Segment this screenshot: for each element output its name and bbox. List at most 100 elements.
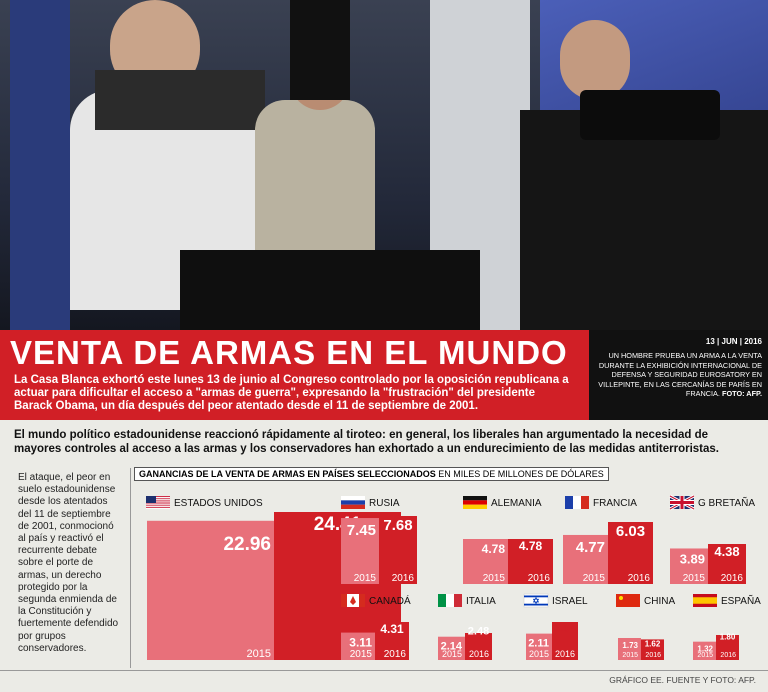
value-label-2015: 4.77: [576, 539, 605, 556]
year-label-2015: 2015: [247, 648, 271, 660]
value-label-2016: 4.78: [519, 539, 543, 553]
headline-summary: La Casa Blanca exhortó este lunes 13 de …: [14, 374, 569, 412]
fr-flag-icon-part: [581, 496, 589, 509]
year-label-2016: 2016: [392, 573, 415, 584]
headline-panel: VENTA DE ARMAS EN EL MUNDO La Casa Blanc…: [0, 330, 589, 420]
bar-2015: [670, 548, 708, 584]
country-label: ESTADOS UNIDOS: [174, 498, 263, 509]
il-flag-icon: [523, 593, 549, 608]
value-label-2016: 7.68: [383, 517, 412, 534]
value-label-2016: 1.62: [645, 639, 661, 648]
year-label-2015: 2015: [683, 573, 706, 584]
year-label-2015: 2015: [622, 652, 638, 659]
us-flag-icon-part: [146, 497, 170, 499]
bar-2015: [341, 632, 375, 660]
column-divider: [130, 468, 131, 668]
country-label: CHINA: [644, 596, 675, 607]
it-flag-icon-part: [454, 594, 462, 607]
de-flag-icon-part: [463, 496, 487, 501]
ca-flag-icon-part: [350, 596, 356, 605]
ru-flag-icon: [341, 496, 365, 509]
hero-photo: [0, 0, 768, 330]
bar-2016: [465, 633, 492, 660]
bar-2016: [375, 622, 409, 660]
year-label-2016: 2016: [528, 573, 551, 584]
caption-date: 13 | JUN | 2016: [705, 337, 762, 346]
fr-flag-icon: [565, 496, 589, 509]
footer-credit: GRÁFICO EE. FUENTE Y FOTO: AFP.: [609, 675, 756, 685]
ru-flag-icon-part: [341, 496, 365, 501]
us-flag-icon-part: [146, 507, 170, 509]
value-label-2016: 4.31: [380, 622, 404, 636]
year-label-2016: 2016: [720, 652, 736, 659]
bar-2015: [147, 520, 274, 660]
value-label-2015: 7.45: [347, 522, 376, 539]
chart-unit: EN MILES DE MILLONES DE DÓLARES: [438, 469, 604, 479]
es-flag-icon: [693, 594, 717, 607]
caption-body: UN HOMBRE PRUEBA UN ARMA A LA VENTA DURA…: [598, 351, 762, 399]
sidebar-text: El ataque, el peor en suelo estadouniden…: [18, 472, 119, 654]
page-title: VENTA DE ARMAS EN EL MUNDO: [10, 334, 568, 371]
us-flag-icon-part: [146, 498, 170, 500]
il-flag-icon-part: [524, 595, 548, 598]
year-label-2015: 2015: [442, 649, 462, 659]
il-flag-icon-part: [524, 603, 548, 606]
bar-2015: [618, 638, 641, 660]
caption-credit: FOTO: AFP.: [721, 389, 762, 399]
value-label-2015: 2.11: [528, 638, 549, 650]
year-label-2015: 2015: [483, 573, 506, 584]
bar-2015: [693, 641, 716, 660]
us-flag-icon-part: [146, 505, 170, 507]
chart-title-box: GANANCIAS DE LA VENTA DE ARMAS EN PAÍSES…: [134, 467, 609, 481]
bar-2016: [716, 635, 739, 660]
ru-flag-icon-part: [341, 500, 365, 505]
year-label-2015: 2015: [697, 652, 713, 659]
cn-flag-icon-part: [619, 596, 623, 600]
value-label-2015: 4.78: [482, 542, 506, 556]
photo-caption: 13 | JUN | 2016 UN HOMBRE PRUEBA UN ARMA…: [589, 330, 768, 420]
country-label: ESPAÑA: [721, 594, 761, 607]
bar-2016: [641, 639, 664, 660]
bar-2015: [563, 534, 608, 584]
bar-2016: [508, 539, 553, 584]
value-label-2015: 1.32: [697, 645, 713, 654]
us-flag-icon-part: [146, 508, 170, 509]
country-label: G BRETAÑA: [698, 496, 755, 509]
value-label-2015: 2.14: [441, 641, 463, 653]
ca-flag-icon-part: [341, 594, 347, 607]
de-flag-icon-part: [463, 504, 487, 509]
ca-flag-icon-part: [359, 594, 365, 607]
country-label: RUSIA: [369, 498, 400, 509]
cn-flag-icon-part: [616, 594, 640, 607]
country-label: CANADÁ: [369, 594, 411, 607]
country-label: FRANCIA: [593, 498, 637, 509]
it-flag-icon-part: [446, 594, 454, 607]
value-label-2015: 3.89: [680, 551, 705, 566]
us-flag-icon-part: [146, 501, 170, 503]
de-flag-icon-part: [463, 500, 487, 505]
country-label: ISRAEL: [552, 596, 588, 607]
year-label-2015: 2015: [529, 649, 549, 659]
us-flag-icon-part: [146, 504, 170, 506]
fr-flag-icon-part: [565, 496, 573, 509]
us-flag-icon-part: [146, 496, 170, 498]
year-label-2016: 2016: [384, 649, 407, 660]
bar-2015: [438, 636, 465, 660]
year-label-2016: 2016: [469, 649, 489, 659]
value-label-2015: 3.11: [349, 636, 372, 650]
il-flag-icon-part: [532, 596, 540, 605]
bar-2016: [708, 544, 746, 584]
year-label-2015: 2015: [354, 573, 377, 584]
us-flag-icon: [146, 496, 170, 509]
bar-2015: [463, 539, 508, 584]
year-label-2016: 2016: [721, 573, 744, 584]
bar-2015: [526, 633, 552, 660]
bar-2016: [379, 516, 417, 584]
lead-paragraph: El mundo político estadounidense reaccio…: [14, 429, 719, 455]
bar-2016: [552, 622, 578, 660]
value-label-2016: 4.38: [714, 544, 739, 559]
year-label-2015: 2015: [350, 649, 373, 660]
value-label-2016: 1.80: [720, 633, 736, 642]
value-label-2016: 2.48: [468, 626, 489, 638]
chart-title: GANANCIAS DE LA VENTA DE ARMAS EN PAÍSES…: [139, 469, 436, 479]
